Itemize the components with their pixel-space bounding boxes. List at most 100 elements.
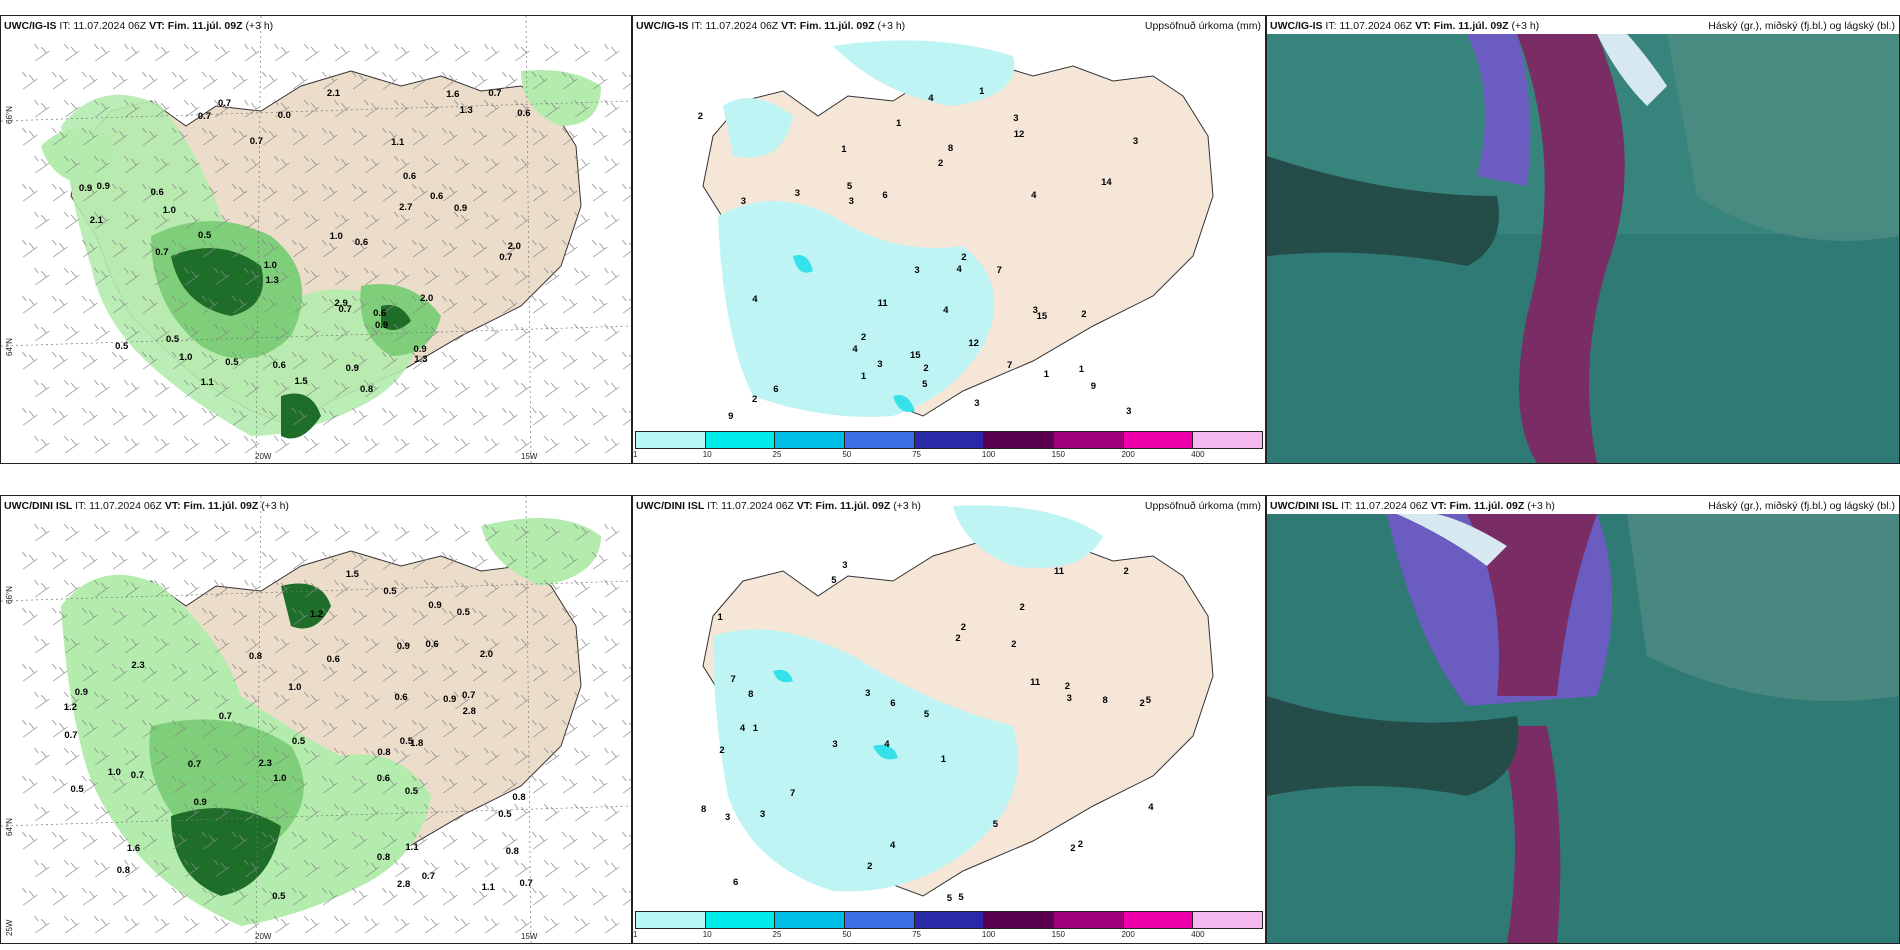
wind-barb <box>544 379 560 398</box>
accum-precip-value: 1 <box>979 85 985 97</box>
wind-barb <box>514 43 530 62</box>
wind-barb <box>454 635 470 654</box>
wind-barb <box>472 127 488 146</box>
wind-barb <box>172 887 188 906</box>
wind-barb <box>184 747 200 766</box>
wind-barb <box>184 859 200 878</box>
wind-barb <box>592 183 608 202</box>
wind-barb <box>514 435 530 454</box>
wind-barb <box>592 607 608 626</box>
wind-barb <box>274 747 290 766</box>
wind-barb <box>94 379 110 398</box>
wind-barb <box>94 803 110 822</box>
wind-barb <box>454 747 470 766</box>
accum-precip-value: 3 <box>877 358 883 370</box>
cloud-panel-top: UWC/IG-IS IT: 11.07.2024 06Z VT: Fim. 11… <box>1266 15 1900 464</box>
wind-barb <box>532 351 548 370</box>
wind-barb <box>544 579 560 598</box>
wind-barb <box>322 351 338 370</box>
precip-value-label: 0.7 <box>488 87 502 99</box>
wind-barb <box>334 43 350 62</box>
accum-precip-value: 7 <box>1007 359 1013 371</box>
wind-barb <box>382 351 398 370</box>
accum-precip-map <box>702 505 1214 897</box>
wind-barb <box>334 323 350 342</box>
accum-precip-value: 3 <box>724 811 731 823</box>
accum-precip-value: 2 <box>1123 566 1129 578</box>
lat-label-66: 66°N <box>5 586 14 604</box>
wind-barb <box>124 915 140 934</box>
precip-value-label: 0.6 <box>354 237 369 249</box>
wind-barb <box>604 915 620 934</box>
wind-barb <box>124 43 140 62</box>
wind-barb <box>352 127 368 146</box>
precip-value-label: 0.7 <box>462 690 476 702</box>
wind-barb <box>382 295 398 314</box>
wind-barb <box>442 127 458 146</box>
wind-barb <box>64 43 80 62</box>
wind-barb <box>454 523 470 542</box>
accum-precip-value: 2 <box>1139 697 1145 709</box>
precip-value-label: 0.6 <box>326 654 340 666</box>
wind-barb <box>244 803 260 822</box>
wind-barb <box>172 127 188 146</box>
wind-barb <box>622 887 631 906</box>
wind-barb <box>472 607 488 626</box>
lon-label-15w: 15W <box>521 452 538 461</box>
wind-barb <box>304 211 320 230</box>
wind-barb <box>382 663 398 682</box>
wind-barb <box>82 239 98 258</box>
wind-barb <box>172 607 188 626</box>
wind-barb <box>172 551 188 570</box>
wind-barb <box>304 43 320 62</box>
wind-barb <box>52 295 68 314</box>
accum-precip-value: 3 <box>1013 112 1019 124</box>
wind-barb <box>172 351 188 370</box>
accum-precip-value: 15 <box>909 349 921 361</box>
precip-value-label: 0.7 <box>499 252 513 264</box>
wind-barb <box>544 803 560 822</box>
wind-barb <box>184 523 200 542</box>
precip-value-label: 2.0 <box>507 240 521 252</box>
colorbar-swatch <box>984 432 1055 448</box>
wind-barb <box>214 635 230 654</box>
wind-barb <box>424 323 440 342</box>
wind-barb <box>124 579 140 598</box>
wind-barb <box>184 435 200 454</box>
precip-value-label: 1.6 <box>446 88 460 100</box>
wind-barb <box>334 211 350 230</box>
wind-barb <box>304 523 320 542</box>
wind-barb <box>292 775 308 794</box>
accum-precip-value: 4 <box>928 92 934 104</box>
wind-barb <box>112 607 128 626</box>
wind-barb <box>484 211 500 230</box>
wind-barb <box>604 635 620 654</box>
wind-barb <box>502 295 518 314</box>
wind-barb <box>64 859 80 878</box>
wind-barb <box>34 43 50 62</box>
wind-barb <box>532 719 548 738</box>
wind-barb <box>514 323 530 342</box>
wind-barb <box>184 579 200 598</box>
wind-barb <box>22 887 38 906</box>
wind-barb <box>442 719 458 738</box>
wind-barb <box>574 747 590 766</box>
colorbar-tick: 50 <box>842 930 852 939</box>
accum-precip-value: 6 <box>890 698 896 710</box>
wind-barb <box>592 351 608 370</box>
wind-barb <box>322 887 338 906</box>
wind-barb <box>592 295 608 314</box>
wind-barb <box>532 607 548 626</box>
wind-barb <box>64 435 80 454</box>
colorbar-swatch <box>845 432 915 448</box>
wind-barb <box>52 239 68 258</box>
accum-precip-value: 2 <box>938 158 944 170</box>
wind-barb <box>94 99 110 118</box>
wind-barb <box>454 267 470 286</box>
accum-precip-value: 3 <box>1066 693 1072 705</box>
precip-value-label: 0.5 <box>404 786 419 798</box>
accum-precip-value: 6 <box>773 383 779 395</box>
wind-barb <box>304 915 320 934</box>
wind-barb <box>64 915 80 934</box>
wind-barb <box>292 551 308 570</box>
